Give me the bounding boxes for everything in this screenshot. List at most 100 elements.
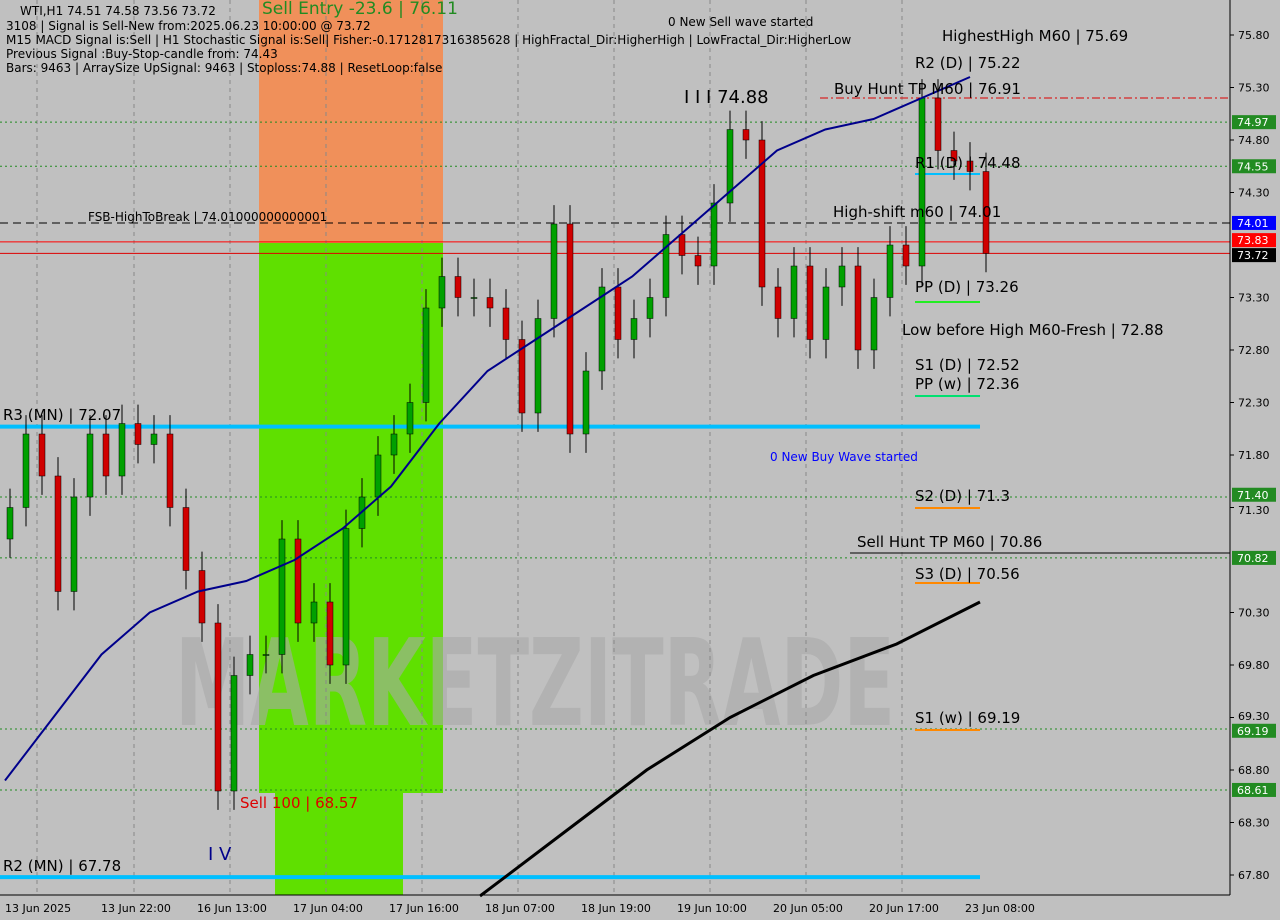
x-tick-label: 18 Jun 07:00 — [485, 902, 555, 915]
y-tick-label: 72.30 — [1238, 397, 1270, 410]
sell-100-label: Sell 100 | 68.57 — [240, 794, 358, 812]
buy-zone — [259, 243, 443, 793]
y-tick-label: 74.80 — [1238, 134, 1270, 147]
s3-d-label: S3 (D) | 70.56 — [915, 565, 1020, 583]
low-before-high-label: Low before High M60-Fresh | 72.88 — [902, 321, 1164, 339]
price-axis — [1230, 0, 1280, 920]
y-tick-label: 75.30 — [1238, 82, 1270, 95]
sell-hunt-label: Sell Hunt TP M60 | 70.86 — [857, 533, 1042, 551]
sell-zone — [259, 0, 443, 243]
candle — [342, 528, 350, 666]
price-tag-label: 73.72 — [1237, 249, 1269, 262]
candle — [22, 433, 30, 508]
candle — [534, 318, 542, 414]
r3-mn-label: R3 (MN) | 72.07 — [3, 406, 121, 424]
candle — [662, 234, 670, 298]
y-tick-label: 75.80 — [1238, 29, 1270, 42]
candle — [966, 160, 974, 172]
watermark: MARKETZITRADE — [175, 615, 895, 754]
candle — [214, 622, 222, 792]
x-tick-label: 13 Jun 2025 — [5, 902, 71, 915]
candle — [70, 496, 78, 592]
candle — [38, 433, 46, 477]
x-tick-label: 20 Jun 17:00 — [869, 902, 939, 915]
candle — [646, 297, 654, 319]
candle — [166, 433, 174, 508]
s1-w-label: S1 (w) | 69.19 — [915, 709, 1020, 727]
candle — [390, 433, 398, 456]
candle — [406, 402, 414, 435]
candle — [438, 276, 446, 309]
pp-d-label: PP (D) | 73.26 — [915, 278, 1019, 296]
price-tag — [1232, 215, 1276, 230]
candle — [694, 255, 702, 267]
candle — [838, 265, 846, 288]
symbol-ohlc: WTI,H1 74.51 74.58 73.56 73.72 — [20, 4, 216, 18]
candle — [854, 265, 862, 351]
y-tick-label: 74.30 — [1238, 187, 1270, 200]
price-tag-label: 69.19 — [1237, 725, 1269, 738]
candle — [246, 654, 254, 676]
price-tag-label: 73.83 — [1237, 234, 1269, 247]
candle — [566, 223, 574, 435]
wave-4-label: I V — [208, 844, 232, 865]
candle — [598, 286, 606, 372]
info-line-3: Previous Signal :Buy-Stop-candle from: 7… — [6, 47, 278, 61]
y-tick-label: 68.30 — [1238, 817, 1270, 830]
price-tag-label: 71.40 — [1237, 489, 1269, 502]
info-line-4: Bars: 9463 | ArraySize UpSignal: 9463 | … — [6, 61, 443, 75]
candle — [518, 339, 526, 414]
buy-hunt-label: Buy Hunt TP M60 | 76.91 — [834, 80, 1021, 98]
y-tick-label: 67.80 — [1238, 869, 1270, 882]
candle — [614, 286, 622, 340]
candle — [742, 129, 750, 141]
y-tick-label: 72.80 — [1238, 344, 1270, 357]
y-tick-label: 68.80 — [1238, 764, 1270, 777]
candle — [630, 318, 638, 340]
candle — [806, 265, 814, 340]
candle — [934, 97, 942, 151]
candle — [422, 307, 430, 403]
fsb-label: FSB-HighToBreak | 74.01000000000001 — [88, 210, 327, 224]
y-tick-label: 71.30 — [1238, 504, 1270, 517]
x-tick-label: 17 Jun 04:00 — [293, 902, 363, 915]
s2-d-label: S2 (D) | 71.3 — [915, 487, 1010, 505]
x-tick-label: 18 Jun 19:00 — [581, 902, 651, 915]
r1-d-label: R1 (D) | 74.48 — [915, 154, 1021, 172]
price-tag-label: 74.55 — [1237, 160, 1269, 173]
candle — [502, 307, 510, 340]
price-tag — [1232, 487, 1276, 502]
candle — [54, 475, 62, 592]
candle — [758, 139, 766, 288]
price-tag — [1232, 159, 1276, 174]
candle — [278, 538, 286, 655]
candle — [950, 150, 958, 162]
x-tick-label: 19 Jun 10:00 — [677, 902, 747, 915]
ma-blue-line — [4, 76, 971, 782]
candle — [198, 570, 206, 624]
candle — [86, 433, 94, 498]
y-tick-label: 70.30 — [1238, 607, 1270, 620]
candle — [870, 297, 878, 351]
x-tick-label: 17 Jun 16:00 — [389, 902, 459, 915]
candle — [710, 202, 718, 267]
price-tag — [1232, 723, 1276, 738]
candle — [230, 675, 238, 792]
candle — [486, 297, 494, 309]
candle — [550, 223, 558, 319]
x-tick-label: 20 Jun 05:00 — [773, 902, 843, 915]
price-tag — [1232, 115, 1276, 130]
y-tick-label: 71.80 — [1238, 449, 1270, 462]
candle — [726, 129, 734, 204]
price-tag-label: 74.01 — [1237, 217, 1269, 230]
price-tag-label: 74.97 — [1237, 116, 1269, 129]
candle — [822, 286, 830, 340]
candle — [182, 507, 190, 571]
candle — [374, 454, 382, 498]
s1-d-label: S1 (D) | 72.52 — [915, 356, 1020, 374]
candle — [102, 433, 110, 477]
price-tag — [1232, 248, 1276, 263]
price-tag — [1232, 550, 1276, 565]
r2-d-label: R2 (D) | 75.22 — [915, 54, 1021, 72]
